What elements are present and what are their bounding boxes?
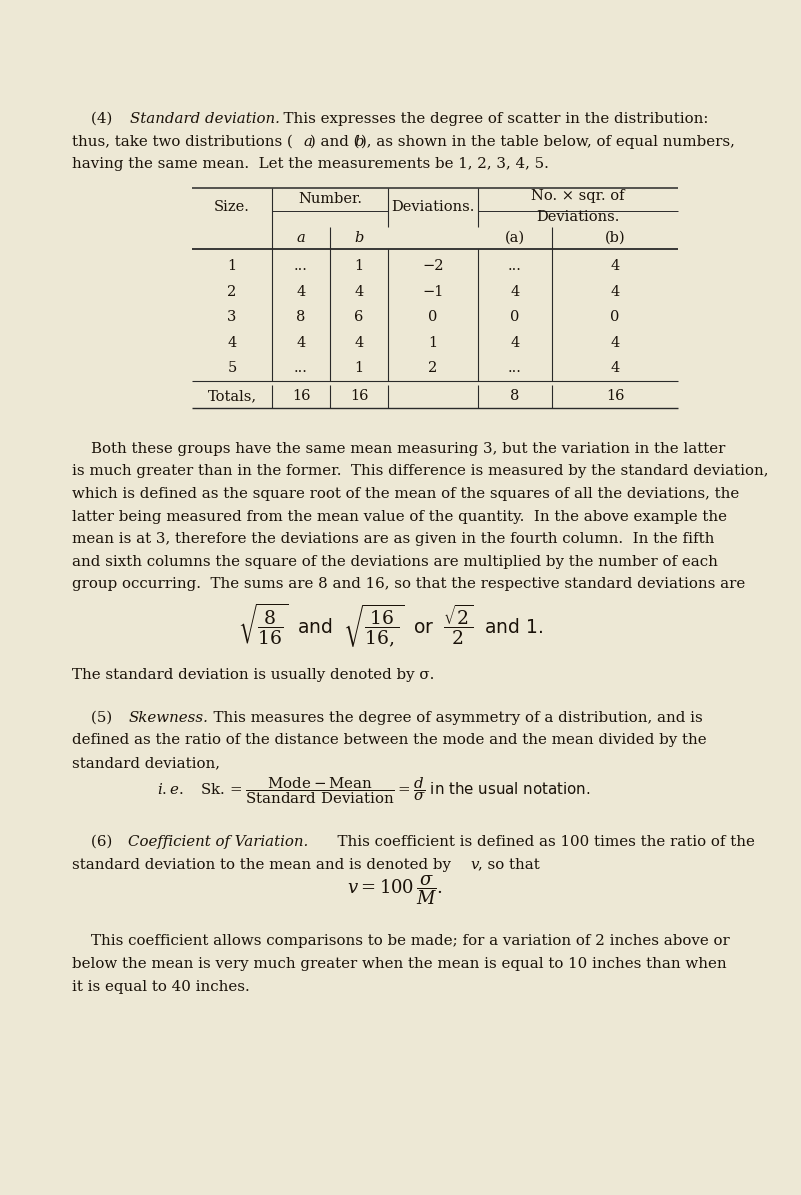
Text: 4: 4 [296,284,306,299]
Text: 4: 4 [610,284,620,299]
Text: 8: 8 [296,311,306,324]
Text: v: v [470,858,478,871]
Text: This coefficient is defined as 100 times the ratio of the: This coefficient is defined as 100 times… [328,835,755,848]
Text: 1: 1 [429,336,437,350]
Text: group occurring.  The sums are 8 and 16, so that the respective standard deviati: group occurring. The sums are 8 and 16, … [72,577,745,592]
Text: 2: 2 [429,361,437,375]
Text: (4): (4) [72,112,117,125]
Text: Standard deviation.: Standard deviation. [130,112,280,125]
Text: 4: 4 [354,336,364,350]
Text: (b): (b) [605,231,626,245]
Text: 1: 1 [354,259,364,274]
Text: This expresses the degree of scatter in the distribution:: This expresses the degree of scatter in … [274,112,708,125]
Text: ...: ... [508,361,522,375]
Text: 0: 0 [429,311,437,324]
Text: 4: 4 [610,259,620,274]
Text: ), as shown in the table below, of equal numbers,: ), as shown in the table below, of equal… [361,135,735,149]
Text: a: a [304,135,312,148]
Text: $i.e.$$\quad$$\mathrm{Sk.} = \dfrac{\mathrm{Mode}-\mathrm{Mean}}{\mathrm{Standar: $i.e.$$\quad$$\mathrm{Sk.} = \dfrac{\mat… [157,776,590,807]
Text: Size.: Size. [214,201,250,214]
Text: 4: 4 [610,336,620,350]
Text: −2: −2 [422,259,444,274]
Text: 16: 16 [292,390,310,404]
Text: ...: ... [294,361,308,375]
Text: below the mean is very much greater when the mean is equal to 10 inches than whe: below the mean is very much greater when… [72,957,727,972]
Text: 5: 5 [227,361,236,375]
Text: 16: 16 [350,390,368,404]
Text: Both these groups have the same mean measuring 3, but the variation in the latte: Both these groups have the same mean mea… [72,442,726,455]
Text: 4: 4 [510,336,520,350]
Text: b: b [354,231,364,245]
Text: 3: 3 [227,311,236,324]
Text: ) and (: ) and ( [311,135,360,148]
Text: b: b [354,135,364,148]
Text: 2: 2 [227,284,236,299]
Text: Number.: Number. [298,191,362,206]
Text: 0: 0 [610,311,620,324]
Text: defined as the ratio of the distance between the mode and the mean divided by th: defined as the ratio of the distance bet… [72,734,706,747]
Text: (a): (a) [505,231,525,245]
Text: No. × sqr. of: No. × sqr. of [531,189,625,203]
Text: 1: 1 [354,361,364,375]
Text: a: a [296,231,305,245]
Text: thus, take two distributions (: thus, take two distributions ( [72,135,293,148]
Text: it is equal to 40 inches.: it is equal to 40 inches. [72,980,250,993]
Text: , so that: , so that [478,858,540,871]
Text: This coefficient allows comparisons to be made; for a variation of 2 inches abov: This coefficient allows comparisons to b… [72,934,730,949]
Text: (6): (6) [72,835,117,848]
Text: 4: 4 [296,336,306,350]
Text: 0: 0 [510,311,520,324]
Text: Deviations.: Deviations. [537,210,620,223]
Text: −1: −1 [422,284,444,299]
Text: 4: 4 [610,361,620,375]
Text: having the same mean.  Let the measurements be 1, 2, 3, 4, 5.: having the same mean. Let the measuremen… [72,158,549,171]
Text: $v = 100\,\dfrac{\sigma}{M}.$: $v = 100\,\dfrac{\sigma}{M}.$ [348,874,444,907]
Text: is much greater than in the former.  This difference is measured by the standard: is much greater than in the former. This… [72,465,768,478]
Text: Totals,: Totals, [207,390,256,404]
Text: (5): (5) [72,711,117,724]
Text: mean is at 3, therefore the deviations are as given in the fourth column.  In th: mean is at 3, therefore the deviations a… [72,532,714,546]
Text: standard deviation,: standard deviation, [72,756,220,770]
Text: This measures the degree of asymmetry of a distribution, and is: This measures the degree of asymmetry of… [204,711,702,724]
Text: $\sqrt{\dfrac{8}{16}}\;$ and $\;\sqrt{\dfrac{16}{16,}}\;$ or $\;\dfrac{\sqrt{2}}: $\sqrt{\dfrac{8}{16}}\;$ and $\;\sqrt{\d… [238,601,543,649]
Text: which is defined as the square root of the mean of the squares of all the deviat: which is defined as the square root of t… [72,486,739,501]
Text: standard deviation to the mean and is denoted by: standard deviation to the mean and is de… [72,858,456,871]
Text: 1: 1 [227,259,236,274]
Text: 16: 16 [606,390,624,404]
Text: ...: ... [508,259,522,274]
Text: and sixth columns the square of the deviations are multiplied by the number of e: and sixth columns the square of the devi… [72,554,718,569]
Text: Coefficient of Variation.: Coefficient of Variation. [128,835,308,848]
Text: ...: ... [294,259,308,274]
Text: 4: 4 [227,336,236,350]
Text: Skewness.: Skewness. [128,711,208,724]
Text: latter being measured from the mean value of the quantity.  In the above example: latter being measured from the mean valu… [72,509,727,523]
Text: The standard deviation is usually denoted by σ.: The standard deviation is usually denote… [72,668,434,682]
Text: Deviations.: Deviations. [392,201,475,214]
Text: 6: 6 [354,311,364,324]
Text: 4: 4 [510,284,520,299]
Text: 8: 8 [510,390,520,404]
Text: 4: 4 [354,284,364,299]
